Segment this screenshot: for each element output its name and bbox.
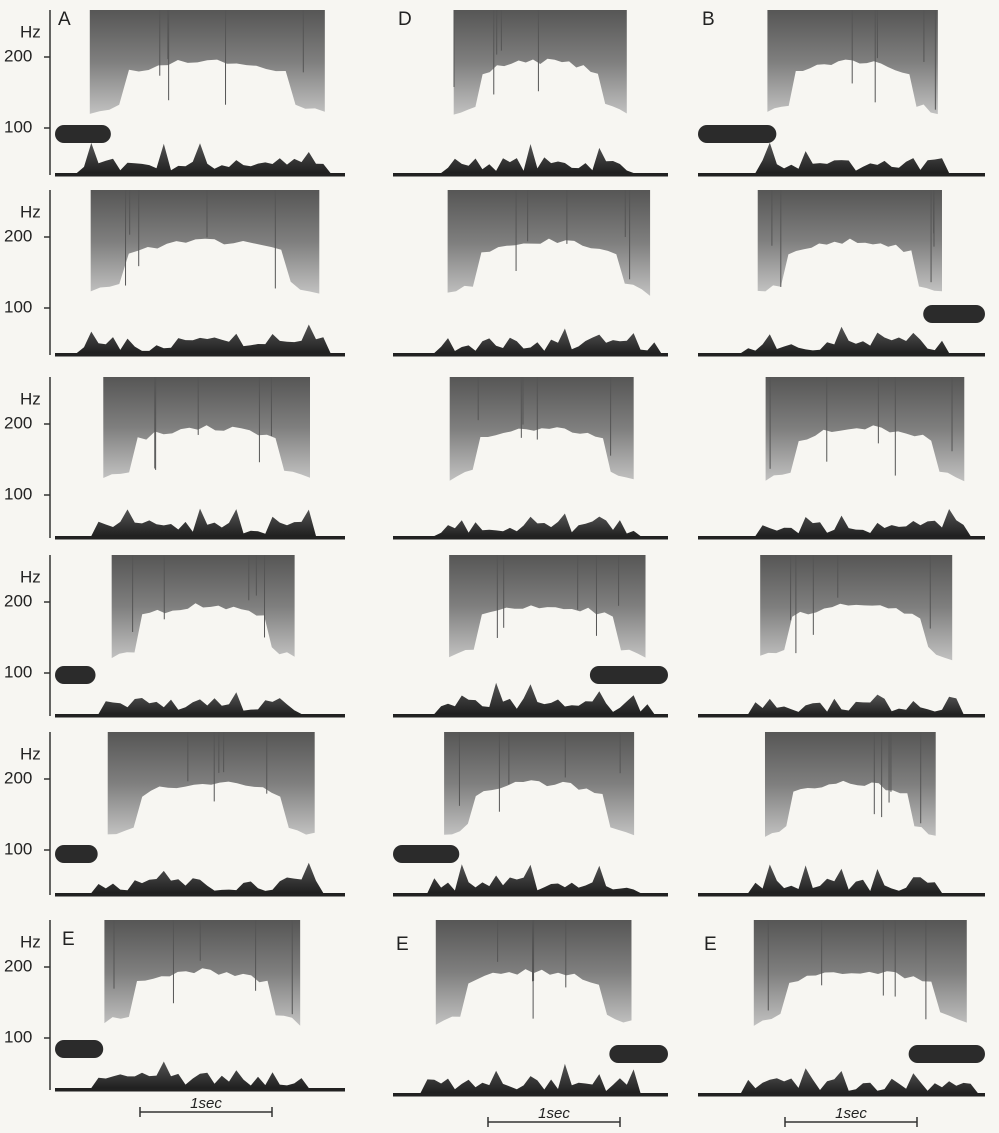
amplitude	[55, 1062, 345, 1091]
pitch-band	[765, 732, 936, 837]
pitch-band	[91, 190, 320, 294]
page: Hz 200 100 Hz 200 100 Hz 200 100 Hz 200 100 Hz 200 100…	[0, 0, 999, 1133]
tick-label: 100	[4, 297, 32, 316]
pitch-band	[108, 732, 315, 835]
low-bar	[698, 125, 776, 143]
pitch-band	[449, 555, 645, 658]
amplitude	[698, 865, 985, 896]
low-bar	[55, 845, 98, 863]
low-bar	[909, 1045, 985, 1063]
low-bar	[55, 666, 96, 684]
amplitude	[55, 143, 345, 175]
pitch-band	[448, 190, 650, 296]
low-bar	[590, 666, 668, 684]
figure: Hz 200 100 Hz 200 100 Hz 200 100 Hz 200 100 Hz 200 100…	[0, 0, 999, 1133]
tick-label: 100	[4, 1027, 32, 1046]
low-bar	[55, 125, 111, 143]
tick-label: 200	[4, 226, 32, 245]
low-bar	[393, 845, 459, 863]
amplitude	[698, 1068, 985, 1095]
pitch-band	[760, 555, 952, 660]
amplitude	[55, 325, 345, 356]
pitch-band	[766, 377, 965, 481]
amplitude	[698, 695, 985, 716]
tick-label: 200	[4, 591, 32, 610]
pitch-band	[444, 732, 634, 835]
pitch-band	[103, 377, 310, 478]
panels: Hz 200 100 Hz 200 100 Hz 200 100 Hz 200 100 Hz 200 100…	[4, 10, 985, 1127]
tick-label: 100	[4, 484, 32, 503]
amplitude	[698, 143, 985, 175]
amplitude	[698, 327, 985, 355]
axis-unit: Hz	[20, 22, 41, 41]
pitch-band	[90, 10, 325, 114]
amplitude	[55, 509, 345, 538]
panel-label: E	[704, 934, 717, 955]
axis-unit: Hz	[20, 567, 41, 586]
amplitude	[55, 692, 345, 716]
pitch-band	[754, 920, 967, 1026]
scale-label: 1sec	[835, 1105, 867, 1122]
amplitude	[393, 329, 668, 356]
pitch-band	[758, 190, 942, 291]
panel-label: E	[396, 934, 409, 955]
tick-label: 100	[4, 117, 32, 136]
axis-unit: Hz	[20, 389, 41, 408]
amplitude	[393, 514, 668, 539]
pitch-band	[450, 377, 634, 481]
amplitude	[393, 144, 668, 175]
amplitude	[393, 683, 668, 716]
axis-unit: Hz	[20, 202, 41, 221]
pitch-band	[454, 10, 627, 115]
pitch-band	[104, 920, 300, 1026]
scale-label: 1sec	[190, 1095, 222, 1112]
panel-label: D	[398, 9, 412, 30]
amplitude	[393, 1064, 668, 1095]
low-bar	[55, 1040, 103, 1058]
amplitude	[393, 864, 668, 895]
tick-label: 200	[4, 46, 32, 65]
tick-label: 100	[4, 839, 32, 858]
panel-label: A	[58, 9, 71, 30]
low-bar	[923, 305, 985, 323]
panel-label: E	[62, 929, 75, 950]
amplitude	[55, 863, 345, 895]
scale-label: 1sec	[538, 1105, 570, 1122]
axis-unit: Hz	[20, 932, 41, 951]
tick-label: 100	[4, 662, 32, 681]
panel-label: B	[702, 9, 715, 30]
tick-label: 200	[4, 413, 32, 432]
tick-label: 200	[4, 768, 32, 787]
low-bar	[609, 1045, 668, 1063]
amplitude	[698, 509, 985, 538]
tick-label: 200	[4, 956, 32, 975]
pitch-band	[112, 555, 295, 658]
axis-unit: Hz	[20, 744, 41, 763]
